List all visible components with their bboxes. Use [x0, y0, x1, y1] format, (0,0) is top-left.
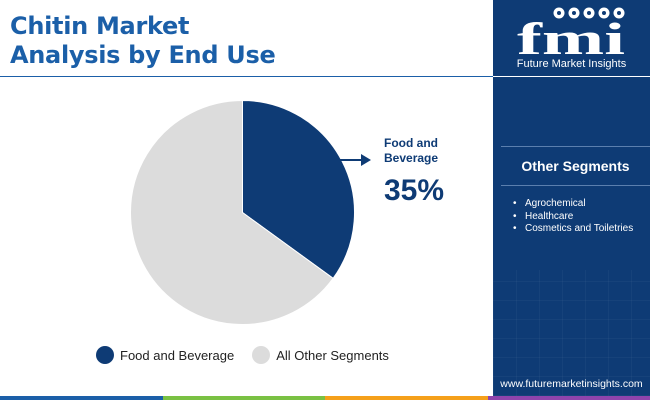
chart-legend: Food and Beverage All Other Segments: [96, 346, 407, 364]
other-segments-list: Agrochemical Healthcare Cosmetics and To…: [513, 198, 643, 236]
pie-slices: [130, 99, 355, 325]
pie-slice-food-and-beverage: [242, 99, 355, 280]
other-segments-header: Other Segments: [501, 146, 650, 186]
page-title: Chitin Market Analysis by End Use: [10, 12, 480, 70]
legend-item-all-other-segments: All Other Segments: [252, 346, 389, 364]
bottom-bar-purple: [487, 396, 650, 400]
other-segments-title: Other Segments: [521, 158, 630, 174]
bottom-bar-green: [162, 396, 325, 400]
legend-item-food-and-beverage: Food and Beverage: [96, 346, 234, 364]
callout-arrow-icon: [333, 154, 371, 166]
legend-label-all-other-segments: All Other Segments: [276, 347, 389, 363]
segment-item-agrochemical: Agrochemical: [513, 198, 643, 211]
legend-swatch-food-and-beverage: [96, 346, 114, 364]
segment-item-healthcare: Healthcare: [513, 211, 643, 224]
page-title-line-1: Chitin Market: [10, 12, 190, 40]
sidebar-panel: fmi Future Market Insights Other Segment…: [493, 0, 650, 396]
sidebar-texture: [493, 270, 650, 396]
website-url: www.futuremarketinsights.com: [500, 378, 643, 390]
bottom-bar-blue: [0, 396, 163, 400]
title-divider: [0, 76, 493, 77]
legend-label-food-and-beverage: Food and Beverage: [120, 347, 235, 363]
fmi-logo-icon: fmi: [517, 7, 625, 56]
bottom-color-bar: [0, 396, 650, 400]
sidebar-divider: [493, 76, 650, 77]
callout-label: Food and Beverage: [384, 136, 439, 165]
segment-item-cosmetics-and-toiletries: Cosmetics and Toiletries: [513, 223, 643, 236]
callout-percentage: 35%: [384, 174, 445, 207]
svg-text:fmi: fmi: [517, 13, 625, 56]
logo-subtitle: Future Market Insights: [516, 58, 627, 70]
legend-swatch-all-other-segments: [252, 346, 271, 364]
page-title-line-2: Analysis by End Use: [10, 41, 276, 69]
bottom-bar-orange: [325, 396, 488, 400]
pie-chart: [130, 99, 355, 325]
pie-slice-all-other-segments: [130, 99, 334, 325]
